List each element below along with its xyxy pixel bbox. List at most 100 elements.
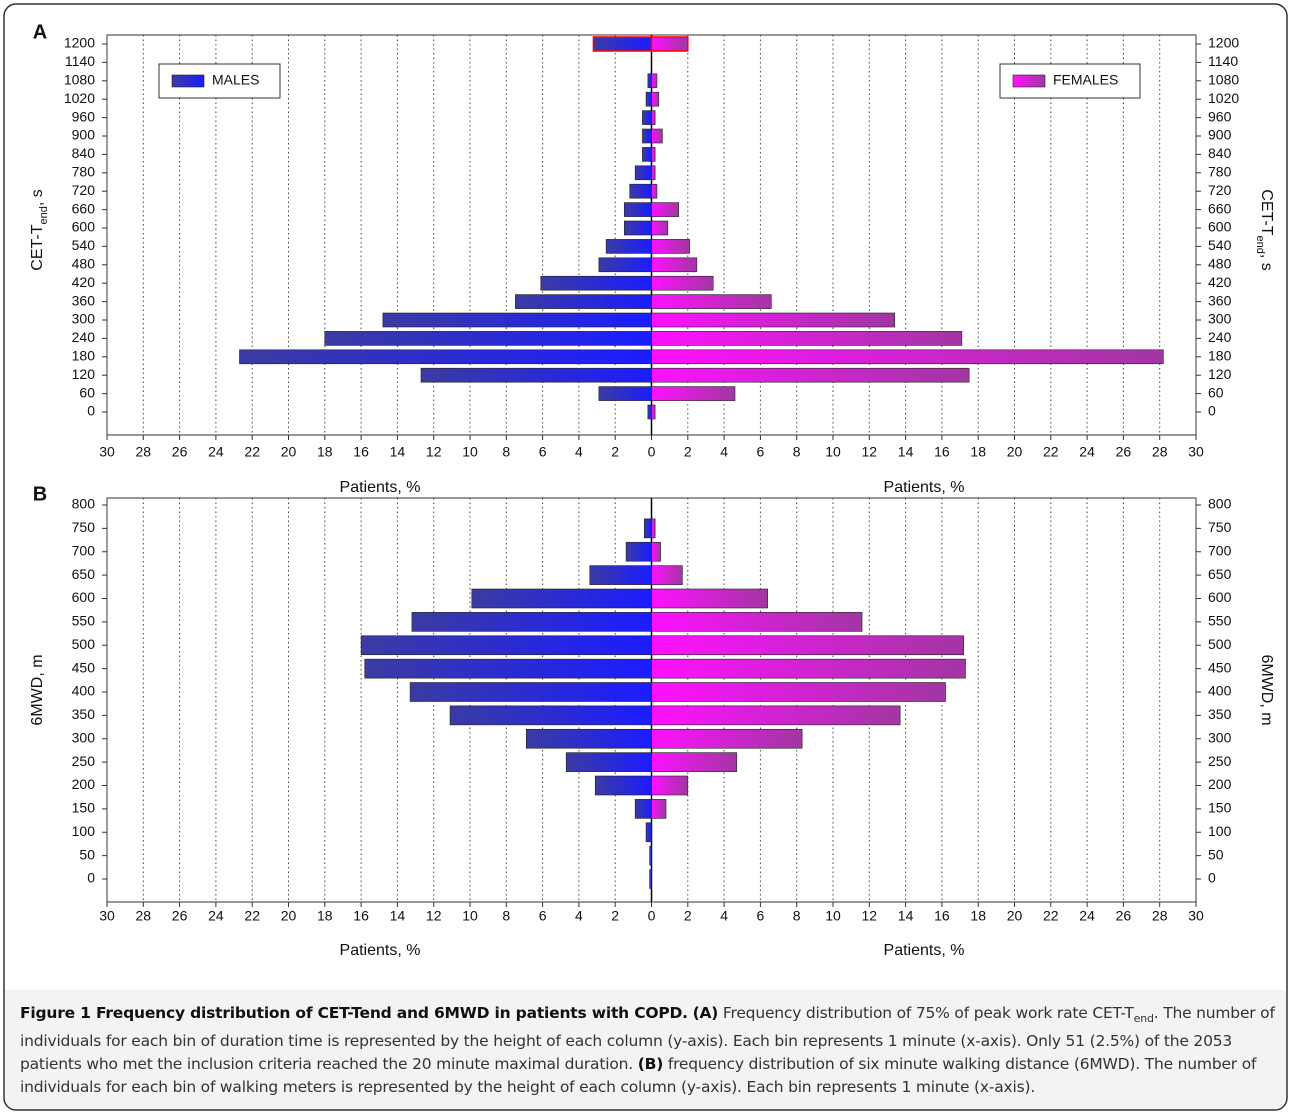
- bar: [651, 775, 689, 796]
- y-tick-label: 100: [72, 823, 96, 839]
- x-tick-label: 28: [136, 908, 152, 924]
- x-tick-label: 4: [720, 444, 728, 460]
- bar: [651, 518, 656, 539]
- caption-sub: end: [1133, 1012, 1154, 1026]
- y2-tick-label: 800: [1208, 496, 1232, 512]
- legend-swatch: [171, 74, 205, 88]
- y2-tick-label: 180: [1208, 348, 1232, 364]
- y2-tick-label: 100: [1208, 823, 1232, 839]
- bar: [651, 541, 661, 562]
- bar: [634, 165, 652, 181]
- bar: [649, 869, 652, 889]
- x-tick-label: 30: [1188, 908, 1204, 924]
- y2-tick-label: 840: [1208, 145, 1232, 161]
- bar: [411, 612, 652, 632]
- y-tick-label: 1080: [64, 72, 95, 88]
- panel-label: A: [33, 21, 47, 43]
- x-tick-label: 20: [281, 444, 297, 460]
- legend-label: FEMALES: [1053, 72, 1118, 88]
- y-tick-label: 120: [72, 366, 96, 382]
- x-tick-label: 2: [611, 908, 619, 924]
- x-tick-label: 26: [172, 444, 188, 460]
- bar: [647, 404, 652, 420]
- bar: [642, 110, 652, 125]
- bar: [651, 331, 963, 346]
- y2-tick-label: 1140: [1208, 53, 1238, 69]
- y2-tick-label: 200: [1208, 776, 1232, 792]
- panel-label: B: [33, 483, 47, 505]
- axis-label: 6MWD, m: [29, 654, 46, 725]
- axis-label: 6MWD, m: [1258, 654, 1275, 725]
- bar: [598, 386, 652, 401]
- axis-label-part: , s: [29, 189, 46, 206]
- y2-tick-label: 300: [1208, 311, 1232, 327]
- bar: [651, 239, 690, 254]
- x-tick-label: 2: [684, 908, 692, 924]
- y-tick-label: 1020: [64, 90, 95, 106]
- bar: [651, 202, 680, 217]
- y2-tick-label: 750: [1208, 519, 1232, 535]
- x-tick-label: 12: [862, 444, 878, 460]
- x-tick-label: 28: [136, 444, 152, 460]
- bar: [540, 275, 652, 291]
- y-tick-label: 300: [72, 729, 96, 745]
- bar: [651, 682, 946, 702]
- y-tick-label: 250: [72, 753, 96, 769]
- x-axis-label: Patients, %: [340, 479, 421, 496]
- x-tick-label: 16: [934, 444, 950, 460]
- bar: [324, 331, 652, 346]
- x-tick-label: 8: [502, 908, 510, 924]
- x-tick-label: 14: [898, 444, 914, 460]
- bar: [629, 183, 652, 199]
- bar: [525, 728, 652, 749]
- y2-tick-label: 360: [1208, 292, 1232, 308]
- y2-tick-label: 700: [1208, 542, 1232, 558]
- y-tick-label: 150: [72, 800, 96, 816]
- x-tick-label: 26: [1116, 444, 1132, 460]
- caption: Figure 1 Frequency distribution of CET-T…: [20, 1002, 1278, 1099]
- caption-text: Frequency distribution of 75% of peak wo…: [722, 1004, 1134, 1022]
- x-tick-label: 20: [281, 908, 297, 924]
- y2-tick-label: 0: [1208, 403, 1216, 419]
- x-tick-label: 8: [793, 444, 801, 460]
- y2-tick-label: 400: [1208, 683, 1232, 699]
- x-tick-label: 28: [1152, 444, 1168, 460]
- y-tick-label: 650: [72, 566, 96, 582]
- y2-tick-label: 660: [1208, 200, 1232, 216]
- y2-tick-label: 650: [1208, 566, 1232, 582]
- x-tick-label: 16: [934, 908, 950, 924]
- bar: [645, 91, 652, 107]
- y-tick-label: 450: [72, 659, 96, 675]
- bar: [592, 36, 653, 52]
- legend-label: MALES: [212, 72, 259, 88]
- y2-tick-label: 550: [1208, 613, 1232, 629]
- bar: [651, 275, 714, 291]
- y2-tick-label: 0: [1208, 870, 1216, 886]
- y-tick-label: 750: [72, 519, 96, 535]
- y2-tick-label: 1080: [1208, 72, 1239, 88]
- y2-tick-label: 300: [1208, 729, 1232, 745]
- bar: [594, 775, 652, 796]
- y-tick-label: 540: [72, 237, 96, 253]
- x-tick-label: 24: [1079, 908, 1095, 924]
- bar: [598, 257, 652, 273]
- bar: [449, 705, 652, 726]
- y2-tick-label: 720: [1208, 182, 1232, 198]
- y-tick-label: 840: [72, 145, 96, 161]
- x-tick-label: 26: [1116, 908, 1132, 924]
- y2-tick-label: 600: [1208, 589, 1232, 605]
- x-tick-label: 6: [539, 908, 547, 924]
- bar: [420, 367, 652, 383]
- bar: [642, 147, 652, 162]
- bar: [651, 110, 656, 125]
- x-tick-label: 6: [757, 444, 765, 460]
- y2-tick-label: 960: [1208, 108, 1232, 124]
- y-tick-label: 900: [72, 127, 96, 143]
- x-tick-label: 20: [1007, 908, 1023, 924]
- y-tick-label: 720: [72, 182, 96, 198]
- axis-label: CET-Tend, s: [1254, 189, 1275, 270]
- bar: [651, 147, 656, 162]
- x-axis-label: Patients, %: [884, 942, 965, 959]
- x-tick-label: 28: [1152, 908, 1168, 924]
- bar: [650, 36, 689, 52]
